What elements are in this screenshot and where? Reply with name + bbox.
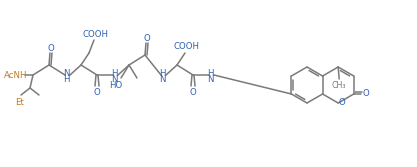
Text: O: O [143,34,151,42]
Text: N: N [63,68,69,77]
Text: O: O [362,89,369,98]
Text: Et: Et [15,98,25,107]
Text: CH₃: CH₃ [332,80,347,90]
Text: O: O [94,88,100,97]
Text: O: O [339,98,346,107]
Text: N: N [159,74,165,84]
Text: COOH: COOH [83,30,109,39]
Text: COOH: COOH [174,42,200,50]
Text: O: O [48,43,54,52]
Text: H: H [207,68,213,77]
Text: O: O [190,88,196,97]
Text: HO: HO [109,80,123,90]
Text: H: H [159,68,165,77]
Text: N: N [207,74,213,84]
Text: H: H [111,68,117,77]
Text: N: N [111,74,117,84]
Text: H: H [63,74,69,84]
Text: AcNH: AcNH [4,70,28,79]
